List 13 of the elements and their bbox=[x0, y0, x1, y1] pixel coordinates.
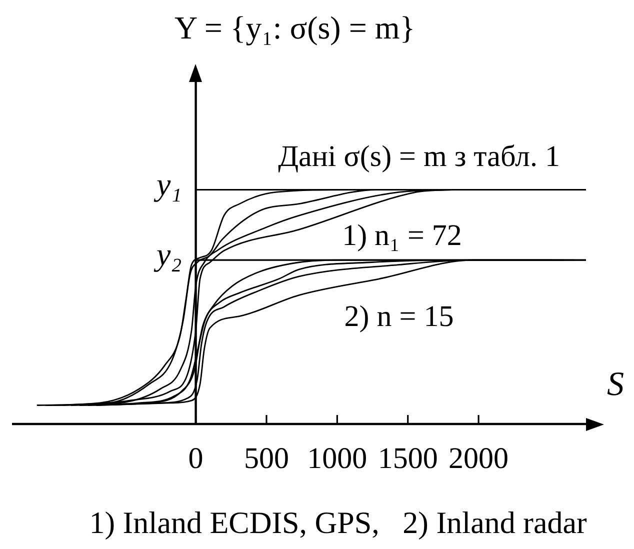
ref-line-label: y₁ bbox=[153, 166, 182, 202]
text: Дані σ(s) = m з табл. 1 bbox=[278, 140, 560, 173]
ref-line-label: y₂ bbox=[153, 236, 182, 272]
text: 1) Inland ECDIS, GPS, 2) Inland radar bbox=[89, 505, 588, 540]
x-axis-title: S bbox=[607, 366, 624, 403]
x-tick-label: 1000 bbox=[307, 442, 368, 475]
x-tick-label: 500 bbox=[244, 442, 289, 475]
annotation: 2) n = 15 bbox=[344, 300, 454, 333]
x-tick-label: 0 bbox=[188, 442, 204, 475]
x-tick-label: 1500 bbox=[378, 442, 438, 475]
annotation: 1) n₁ = 72 bbox=[342, 218, 462, 252]
y-axis-title: Y = {y₁: σ(s) = m} bbox=[174, 9, 416, 46]
x-tick-label: 2000 bbox=[448, 442, 509, 475]
